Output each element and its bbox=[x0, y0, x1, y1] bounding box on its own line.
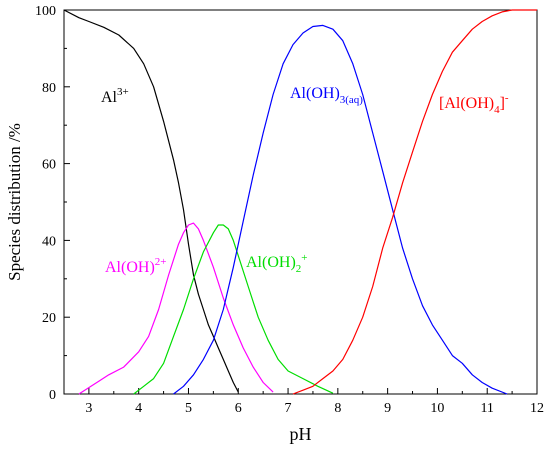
series-label-aloh2: Al(OH)2+ bbox=[105, 256, 166, 276]
label-part-sub: 3(aq) bbox=[340, 94, 364, 106]
series-lines bbox=[63, 9, 537, 395]
label-part-main: Al(OH) bbox=[246, 254, 296, 271]
label-part-sup: 3+ bbox=[117, 86, 129, 98]
label-part-sup: 2+ bbox=[155, 256, 167, 268]
label-part-main: Al bbox=[101, 89, 118, 106]
y-tick-label: 80 bbox=[42, 81, 56, 96]
x-tick-label: 12 bbox=[530, 401, 544, 416]
x-tick-label: 4 bbox=[135, 401, 142, 416]
series-line-aloh3 bbox=[173, 24, 508, 395]
y-tick-label: 100 bbox=[35, 4, 56, 19]
y-tick-label: 40 bbox=[42, 234, 56, 249]
x-tick-label: 9 bbox=[384, 401, 391, 416]
label-part-tailsup: - bbox=[505, 92, 509, 104]
x-tick-label: 10 bbox=[430, 401, 444, 416]
label-part-main: Al(OH) bbox=[290, 85, 340, 102]
label-part-main: Al(OH) bbox=[105, 259, 155, 276]
label-part-sub: 4 bbox=[494, 104, 500, 116]
series-line-aloh2p bbox=[133, 224, 334, 395]
series-label-aloh4: [Al(OH)4]- bbox=[439, 92, 509, 116]
series-line-aloh4 bbox=[292, 9, 537, 395]
x-tick-label: 6 bbox=[235, 401, 242, 416]
series-labels: Al3+Al(OH)2+ Al(OH)2+Al(OH)3(aq) [Al(OH)4]… bbox=[101, 85, 509, 276]
y-tick-label: 60 bbox=[42, 158, 56, 173]
plot-frame bbox=[63, 9, 538, 395]
label-part-tail: ] bbox=[500, 95, 505, 112]
y-axis-label: Species distribution /% bbox=[5, 123, 24, 281]
series-line-aloh2 bbox=[78, 222, 274, 395]
x-axis-label: pH bbox=[290, 424, 312, 444]
y-tick-label: 0 bbox=[49, 388, 56, 403]
x-tick-label: 7 bbox=[285, 401, 292, 416]
series-label-aloh3: Al(OH)3(aq) bbox=[290, 85, 363, 106]
series-label-aloh2p: Al(OH)2+ bbox=[246, 252, 307, 275]
x-tick-label: 8 bbox=[334, 401, 341, 416]
label-part-sub: 2 bbox=[296, 263, 302, 275]
label-part-sup: + bbox=[301, 252, 307, 264]
series-line-al3 bbox=[63, 9, 239, 393]
y-tick-label: 20 bbox=[42, 311, 56, 326]
x-tick-label: 5 bbox=[185, 401, 192, 416]
axis-ticks: 3 4 5 6 7 8 9 10 11 12 0 20 40 60 80 100 bbox=[35, 4, 544, 416]
series-label-al3: Al3+ bbox=[101, 86, 129, 106]
label-part-main: [Al(OH) bbox=[439, 95, 494, 112]
x-tick-label: 3 bbox=[85, 401, 92, 416]
x-tick-label: 11 bbox=[480, 401, 493, 416]
